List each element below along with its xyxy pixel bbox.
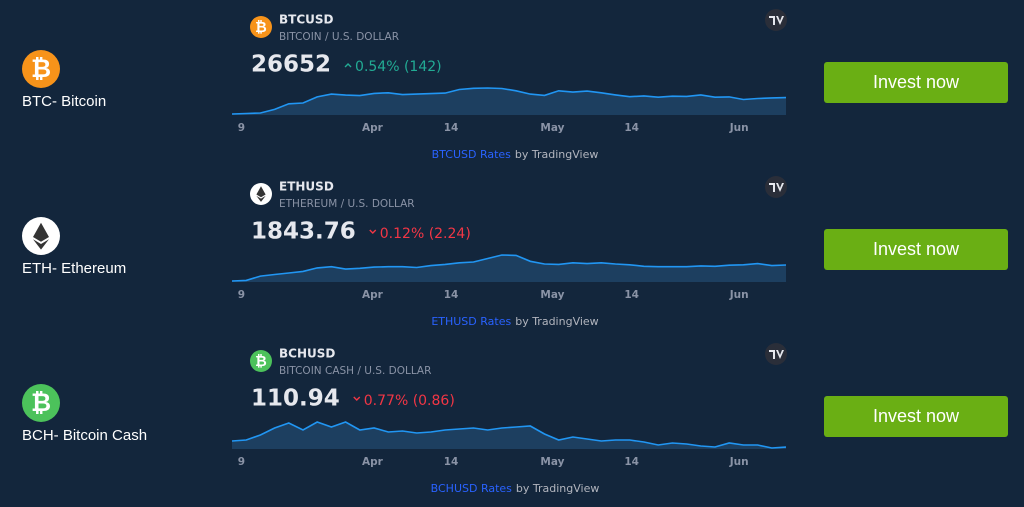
icon-glyph: ₿ <box>255 20 267 36</box>
symbol: BTCUSD <box>279 13 334 27</box>
button-label[interactable]: Invest now <box>873 406 960 426</box>
description: BITCOIN CASH / U.S. DOLLAR <box>279 365 431 377</box>
tradingview-logo <box>765 176 787 198</box>
x-tick-label: 9 <box>238 456 245 468</box>
invest-button[interactable]: Invest now <box>824 62 1008 103</box>
asset-row: ₿ BCH- Bitcoin Cash ₿ BCHUSD BITCOIN CASH / … <box>22 343 1008 495</box>
tradingview-logo <box>765 343 787 365</box>
button-label[interactable]: Invest now <box>873 72 960 92</box>
x-tick-label: Apr <box>362 456 384 468</box>
sparkline <box>231 421 787 449</box>
button-bg[interactable] <box>824 396 1008 437</box>
x-tick-label: Apr <box>362 289 384 301</box>
x-tick-label: Jun <box>729 289 749 301</box>
change-arrow <box>369 229 377 234</box>
logo-bg <box>765 176 787 198</box>
price: 26652 <box>251 52 331 78</box>
x-tick-label: 9 <box>238 122 245 134</box>
logo-bg <box>765 343 787 365</box>
sparkline-area <box>232 255 786 282</box>
change: 0.54% (142) <box>355 59 442 75</box>
rates-link[interactable]: BTCUSD Rates <box>432 148 512 161</box>
x-tick-label: 14 <box>624 456 639 468</box>
asset-row: ₿ BTC- Bitcoin ₿ BTCUSD BITCOIN / U.S. DOLLA… <box>22 9 1008 161</box>
x-tick-label: 14 <box>624 122 639 134</box>
icon-glyph: ₿ <box>255 354 267 370</box>
rates-link[interactable]: ETHUSD Rates <box>431 315 511 328</box>
asset-row: ETH- Ethereum ETHUSD ETHEREUM / U.S. DOLLA… <box>22 176 1008 328</box>
x-tick-label: Jun <box>729 122 749 134</box>
description: BITCOIN / U.S. DOLLAR <box>279 31 399 43</box>
asset-name: BTC- Bitcoin <box>22 93 106 110</box>
x-tick-label: May <box>540 289 564 301</box>
symbol: ETHUSD <box>279 180 334 194</box>
symbol: BCHUSD <box>279 347 335 361</box>
x-tick-label: Apr <box>362 122 384 134</box>
invest-button[interactable]: Invest now <box>824 229 1008 270</box>
description: ETHEREUM / U.S. DOLLAR <box>279 198 415 210</box>
price: 1843.76 <box>251 219 356 245</box>
sparkline <box>231 87 787 115</box>
attribution: by TradingView <box>516 482 599 495</box>
icon <box>250 16 272 38</box>
icon-glyph: ₿ <box>31 388 51 417</box>
icon-glyph <box>33 222 49 250</box>
logo-glyph <box>769 350 784 359</box>
icon <box>250 350 272 372</box>
change: 0.12% (2.24) <box>380 226 471 242</box>
logo-glyph <box>769 16 784 25</box>
icon <box>22 384 60 422</box>
rates-link[interactable]: BCHUSD Rates <box>431 482 513 495</box>
asset-name: BCH- Bitcoin Cash <box>22 427 147 444</box>
invest-button[interactable]: Invest now <box>824 396 1008 437</box>
change-arrow <box>344 63 352 68</box>
change: 0.77% (0.86) <box>364 393 455 409</box>
sparkline-area <box>232 88 786 115</box>
change-arrow <box>353 396 361 401</box>
logo-glyph <box>769 183 784 192</box>
x-tick-label: 14 <box>624 289 639 301</box>
attribution: by TradingView <box>515 148 598 161</box>
tradingview-logo <box>765 9 787 31</box>
sparkline-area <box>232 422 786 449</box>
x-tick-label: May <box>540 456 564 468</box>
x-tick-label: 14 <box>444 122 459 134</box>
x-tick-label: 14 <box>444 289 459 301</box>
button-label[interactable]: Invest now <box>873 239 960 259</box>
logo-bg <box>765 9 787 31</box>
sparkline <box>231 254 787 282</box>
icon-glyph: ₿ <box>31 54 51 83</box>
x-tick-label: 9 <box>238 289 245 301</box>
x-tick-label: Jun <box>729 456 749 468</box>
asset-name: ETH- Ethereum <box>22 260 126 277</box>
icon-glyph <box>256 186 266 202</box>
attribution: by TradingView <box>515 315 598 328</box>
button-bg[interactable] <box>824 62 1008 103</box>
price: 110.94 <box>251 386 340 412</box>
x-tick-label: 14 <box>444 456 459 468</box>
x-tick-label: May <box>540 122 564 134</box>
button-bg[interactable] <box>824 229 1008 270</box>
icon <box>22 50 60 88</box>
